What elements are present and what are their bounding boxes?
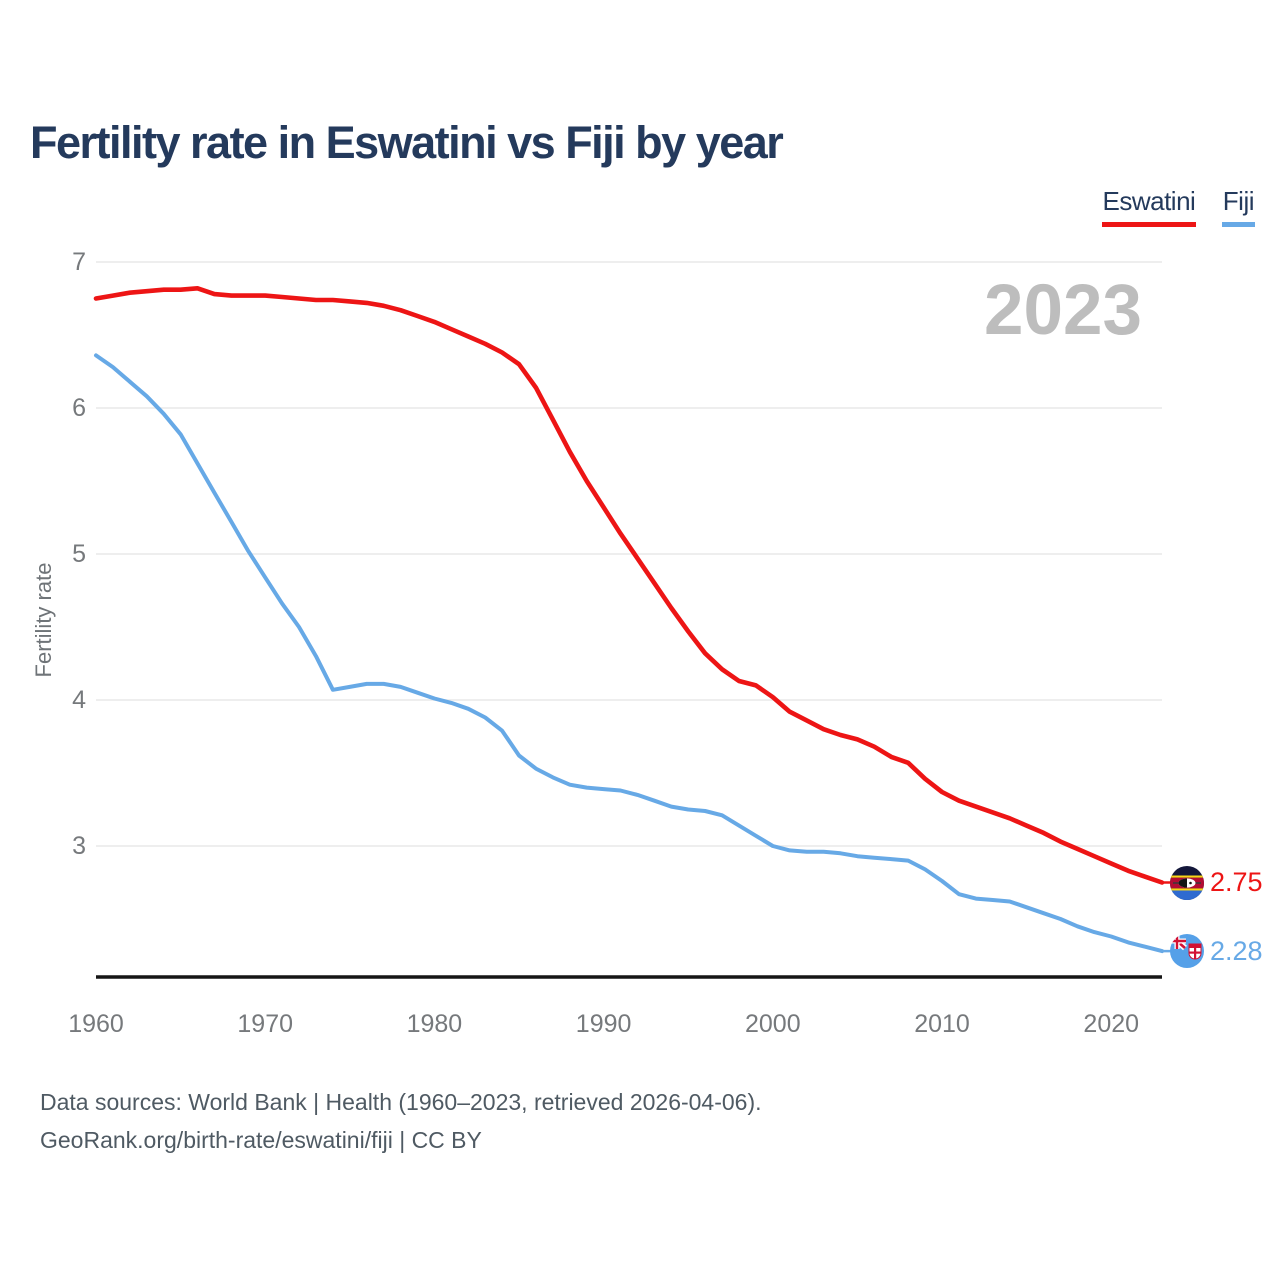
eswatini-flag-icon (1170, 865, 1204, 900)
eswatini-line[interactable] (93, 285, 1165, 885)
footer-source-line: Data sources: World Bank | Health (1960–… (40, 1089, 762, 1115)
y-tick-label: 6 (72, 394, 86, 422)
x-tick-label: 2010 (914, 1010, 970, 1038)
x-tick-label: 1960 (68, 1010, 124, 1038)
x-tick-label: 2000 (745, 1010, 801, 1038)
end-label-eswatini: 2.75 (1170, 865, 1263, 901)
y-tick-label: 3 (72, 832, 86, 860)
legend-item-eswatini[interactable]: Eswatini (1101, 186, 1197, 227)
end-label-fiji: 2.28 (1170, 933, 1263, 969)
fiji-line[interactable] (94, 353, 1164, 954)
chart-title: Fertility rate in Eswatini vs Fiji by ye… (30, 117, 784, 168)
end-value-eswatini: 2.75 (1210, 867, 1263, 897)
x-tick-label: 1970 (237, 1010, 294, 1038)
end-value-fiji: 2.28 (1210, 935, 1263, 966)
y-tick-label: 7 (72, 248, 86, 276)
x-tick-label: 1990 (575, 1010, 632, 1038)
fiji-flag-icon (1170, 934, 1204, 969)
watermark-year: 2023 (984, 271, 1142, 350)
y-tick-label: 4 (72, 686, 86, 714)
legend: Eswatini Fiji (1101, 186, 1255, 227)
y-tick-label: 5 (72, 540, 86, 568)
footer: Data sources: World Bank | Health (1960–… (40, 1083, 762, 1159)
x-tick-label: 2020 (1083, 1010, 1140, 1038)
footer-attribution-line: GeoRank.org/birth-rate/eswatini/fiji | C… (40, 1127, 482, 1153)
x-tick-label: 1980 (406, 1010, 463, 1038)
legend-item-fiji[interactable]: Fiji (1221, 186, 1255, 227)
